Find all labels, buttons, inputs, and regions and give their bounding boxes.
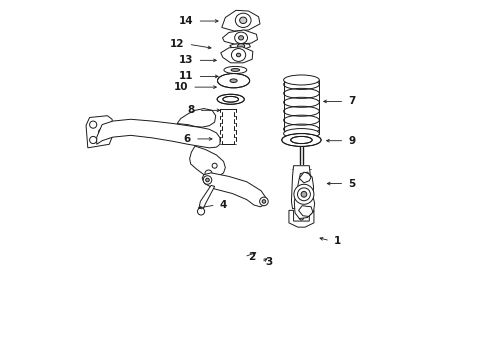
- Text: 7: 7: [348, 96, 356, 107]
- Ellipse shape: [218, 73, 249, 88]
- Circle shape: [98, 129, 106, 136]
- Text: 14: 14: [178, 16, 193, 26]
- Text: 11: 11: [179, 71, 193, 81]
- Ellipse shape: [284, 129, 319, 139]
- Polygon shape: [292, 166, 312, 208]
- Ellipse shape: [291, 136, 312, 144]
- Circle shape: [301, 192, 307, 197]
- Ellipse shape: [238, 44, 245, 49]
- Ellipse shape: [206, 178, 209, 182]
- Circle shape: [205, 170, 212, 177]
- Polygon shape: [86, 116, 113, 148]
- Polygon shape: [202, 173, 267, 207]
- Circle shape: [262, 200, 266, 203]
- Circle shape: [294, 184, 314, 204]
- Text: 8: 8: [187, 105, 194, 115]
- Ellipse shape: [235, 32, 247, 44]
- Circle shape: [90, 121, 97, 128]
- Text: 5: 5: [348, 179, 356, 189]
- Circle shape: [299, 216, 304, 220]
- Polygon shape: [97, 119, 220, 148]
- Text: 1: 1: [334, 236, 342, 246]
- Text: 12: 12: [170, 39, 184, 49]
- Polygon shape: [299, 172, 311, 183]
- Ellipse shape: [231, 68, 240, 71]
- Polygon shape: [222, 10, 260, 31]
- Polygon shape: [298, 206, 313, 216]
- Text: 13: 13: [179, 55, 193, 65]
- Text: 9: 9: [348, 136, 356, 146]
- Ellipse shape: [231, 49, 245, 62]
- Polygon shape: [220, 47, 253, 63]
- Polygon shape: [294, 172, 315, 219]
- Polygon shape: [177, 109, 216, 127]
- Ellipse shape: [203, 176, 212, 184]
- Text: 4: 4: [220, 200, 227, 210]
- Ellipse shape: [224, 66, 247, 73]
- Text: 3: 3: [266, 257, 273, 267]
- Ellipse shape: [237, 53, 241, 57]
- Circle shape: [260, 197, 268, 206]
- Ellipse shape: [235, 13, 251, 27]
- Text: 10: 10: [173, 82, 188, 92]
- Polygon shape: [222, 30, 258, 44]
- Polygon shape: [230, 44, 250, 49]
- Circle shape: [297, 188, 310, 201]
- Circle shape: [90, 136, 97, 144]
- Ellipse shape: [284, 75, 319, 85]
- Polygon shape: [198, 185, 215, 211]
- Ellipse shape: [282, 134, 321, 147]
- Text: 2: 2: [248, 252, 256, 262]
- Ellipse shape: [223, 96, 239, 102]
- Ellipse shape: [230, 79, 237, 82]
- Circle shape: [197, 208, 205, 215]
- Polygon shape: [190, 146, 225, 177]
- Circle shape: [212, 163, 217, 168]
- Ellipse shape: [239, 36, 244, 40]
- Ellipse shape: [240, 17, 247, 23]
- Polygon shape: [289, 210, 314, 227]
- Ellipse shape: [217, 94, 245, 104]
- Text: 6: 6: [183, 134, 191, 144]
